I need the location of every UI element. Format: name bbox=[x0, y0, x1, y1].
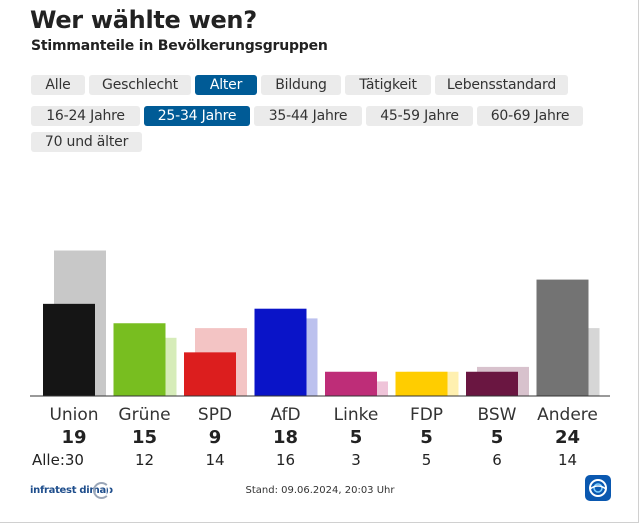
bar-linke bbox=[325, 371, 377, 396]
page-title: Wer wählte wen? bbox=[30, 6, 257, 34]
bar-spd bbox=[184, 352, 236, 396]
bar-gruene bbox=[113, 323, 166, 396]
page-subtitle: Stimmanteile in Bevölkerungsgruppen bbox=[31, 38, 328, 54]
all-value-union: Alle:30 bbox=[32, 451, 84, 469]
party-label-bsw: BSW bbox=[478, 405, 517, 425]
all-value-gruene: 12 bbox=[135, 451, 154, 469]
party-label-andere: Andere bbox=[537, 405, 598, 425]
party-label-linke: Linke bbox=[334, 405, 379, 425]
tab-45-59[interactable]: 45-59 Jahre bbox=[366, 106, 473, 126]
value-spd: 9 bbox=[209, 427, 222, 448]
value-afd: 18 bbox=[273, 427, 298, 448]
all-value-spd: 14 bbox=[205, 451, 224, 469]
party-label-spd: SPD bbox=[198, 405, 232, 425]
tab-alter[interactable]: Alter bbox=[195, 75, 257, 95]
tab-25-34[interactable]: 25-34 Jahre bbox=[144, 106, 250, 126]
value-bsw: 5 bbox=[491, 427, 504, 448]
infratest-logo-text: infratest dimap bbox=[30, 485, 113, 496]
party-label-fdp: FDP bbox=[410, 405, 443, 425]
tab-alle[interactable]: Alle bbox=[31, 75, 85, 95]
all-value-fdp: 5 bbox=[422, 451, 432, 469]
all-value-andere: 14 bbox=[558, 451, 577, 469]
value-gruene: 15 bbox=[132, 427, 157, 448]
bar-bsw bbox=[466, 371, 518, 396]
party-label-union: Union bbox=[49, 405, 98, 425]
timestamp: Stand: 09.06.2024, 20:03 Uhr bbox=[245, 485, 395, 496]
tab-lebensstandard[interactable]: Lebensstandard bbox=[435, 75, 568, 95]
value-linke: 5 bbox=[350, 427, 363, 448]
tab-taetigkeit[interactable]: Tätigkeit bbox=[345, 75, 431, 95]
tab-bildung[interactable]: Bildung bbox=[261, 75, 341, 95]
all-value-linke: 3 bbox=[351, 451, 361, 469]
party-label-gruene: Grüne bbox=[118, 405, 170, 425]
tab-35-44[interactable]: 35-44 Jahre bbox=[254, 106, 362, 126]
bar-andere bbox=[536, 279, 589, 396]
tab-70-plus[interactable]: 70 und älter bbox=[31, 132, 142, 152]
value-andere: 24 bbox=[555, 427, 580, 448]
party-label-afd: AfD bbox=[270, 405, 300, 425]
all-value-bsw: 6 bbox=[492, 451, 502, 469]
tab-geschlecht[interactable]: Geschlecht bbox=[89, 75, 191, 95]
all-value-afd: 16 bbox=[276, 451, 295, 469]
tab-16-24[interactable]: 16-24 Jahre bbox=[31, 106, 140, 126]
bar-union bbox=[43, 303, 95, 396]
value-union: 19 bbox=[61, 427, 86, 448]
value-fdp: 5 bbox=[420, 427, 433, 448]
bar-fdp bbox=[395, 371, 448, 396]
bar-afd bbox=[254, 308, 307, 396]
tagesschau-logo-icon bbox=[585, 475, 611, 501]
tab-60-69[interactable]: 60-69 Jahre bbox=[477, 106, 583, 126]
infratest-logo-icon bbox=[93, 482, 110, 499]
